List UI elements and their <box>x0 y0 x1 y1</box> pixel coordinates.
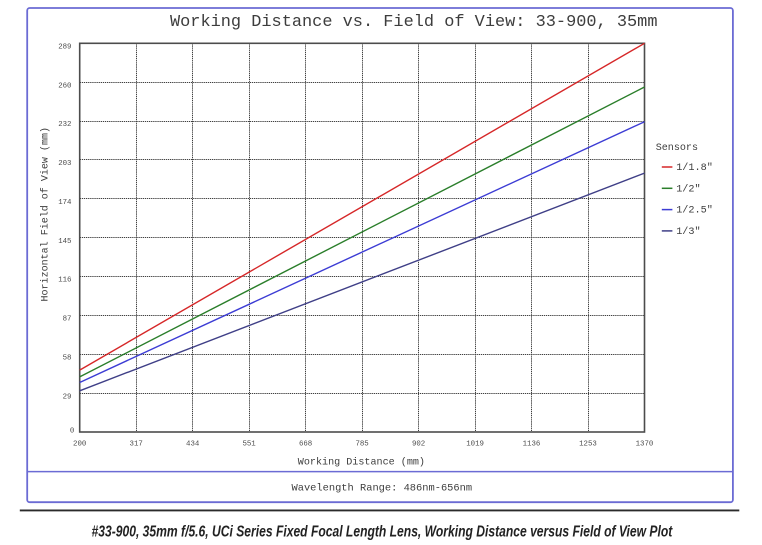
svg-text:145: 145 <box>58 238 71 246</box>
svg-text:Working Distance vs. Field of: Working Distance vs. Field of View: 33-9… <box>170 13 658 32</box>
svg-text:1136: 1136 <box>523 441 541 449</box>
svg-text:551: 551 <box>242 441 256 449</box>
svg-text:0: 0 <box>70 428 74 436</box>
svg-text:29: 29 <box>63 393 72 401</box>
svg-text:434: 434 <box>186 441 200 449</box>
svg-text:260: 260 <box>58 82 71 90</box>
svg-text:1/1.8": 1/1.8" <box>676 162 713 174</box>
svg-text:116: 116 <box>58 277 71 285</box>
svg-text:203: 203 <box>58 160 71 168</box>
svg-text:1253: 1253 <box>579 441 597 449</box>
svg-text:200: 200 <box>73 441 86 449</box>
svg-text:232: 232 <box>58 121 71 129</box>
svg-text:58: 58 <box>63 355 72 363</box>
svg-text:87: 87 <box>63 316 72 324</box>
svg-text:317: 317 <box>130 441 143 449</box>
svg-text:1/3": 1/3" <box>676 226 700 238</box>
svg-text:668: 668 <box>299 441 312 449</box>
svg-text:1/2": 1/2" <box>676 183 700 195</box>
svg-text:Sensors: Sensors <box>656 143 698 154</box>
svg-text:1370: 1370 <box>636 441 654 449</box>
svg-text:Horizontal Field of View (mm): Horizontal Field of View (mm) <box>40 127 52 302</box>
svg-text:289: 289 <box>58 44 71 52</box>
svg-text:902: 902 <box>412 441 425 449</box>
svg-text:174: 174 <box>58 199 72 207</box>
svg-text:785: 785 <box>355 441 368 449</box>
svg-text:Wavelength Range: 486nm-656nm: Wavelength Range: 486nm-656nm <box>291 483 472 495</box>
svg-text:Working Distance (mm): Working Distance (mm) <box>298 456 425 468</box>
svg-text:1019: 1019 <box>466 441 484 449</box>
svg-text:#33-900, 35mm f/5.6, UCi Serie: #33-900, 35mm f/5.6, UCi Series Fixed Fo… <box>92 524 673 541</box>
svg-text:1/2.5": 1/2.5" <box>676 205 713 217</box>
